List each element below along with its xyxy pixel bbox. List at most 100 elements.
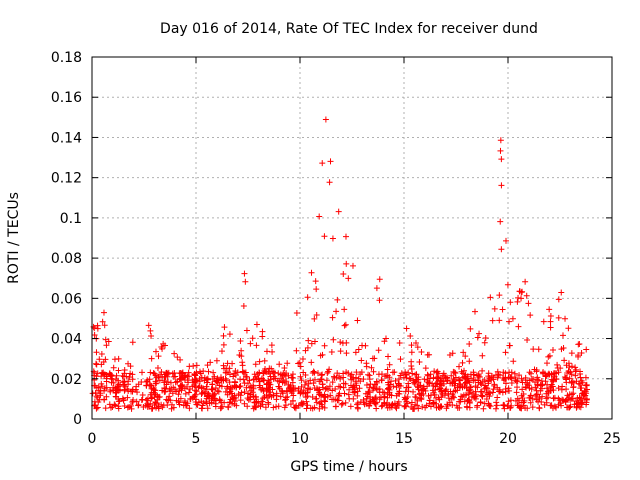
data-point	[124, 404, 131, 411]
data-point	[445, 395, 452, 402]
data-point	[337, 375, 344, 382]
data-point	[151, 387, 158, 394]
data-point	[418, 348, 425, 355]
data-point	[378, 377, 385, 384]
data-point	[574, 395, 581, 402]
data-point	[148, 382, 155, 389]
data-point	[204, 375, 211, 382]
data-point	[425, 372, 432, 379]
data-point	[300, 387, 307, 394]
data-point	[311, 338, 318, 345]
data-point	[467, 325, 474, 332]
data-point	[406, 375, 413, 382]
data-point	[439, 372, 446, 379]
data-point	[282, 397, 289, 404]
data-point	[520, 402, 527, 409]
data-point	[256, 378, 263, 385]
data-point	[514, 384, 521, 391]
data-point	[221, 324, 228, 331]
data-point	[451, 377, 458, 384]
data-point	[292, 405, 299, 412]
data-point	[566, 404, 573, 411]
data-point	[343, 339, 350, 346]
data-point	[139, 369, 146, 376]
data-point	[163, 381, 170, 388]
data-point	[461, 367, 468, 374]
data-point	[522, 278, 529, 285]
data-point	[169, 370, 176, 377]
data-point	[220, 341, 227, 348]
data-point	[478, 388, 485, 395]
data-point	[335, 208, 342, 215]
data-point	[311, 376, 318, 383]
data-point	[256, 358, 263, 365]
data-point	[193, 362, 200, 369]
data-point	[103, 342, 110, 349]
data-point	[535, 346, 542, 353]
data-point	[222, 375, 229, 382]
data-point	[94, 370, 101, 377]
data-point	[483, 389, 490, 396]
x-tick-label: 25	[603, 431, 621, 447]
data-point	[329, 314, 336, 321]
data-point	[499, 389, 506, 396]
data-point	[563, 374, 570, 381]
data-point	[93, 393, 100, 400]
data-point	[261, 357, 268, 364]
data-point	[412, 371, 419, 378]
data-point	[405, 384, 412, 391]
data-point	[246, 377, 253, 384]
data-point	[297, 363, 304, 370]
data-point	[342, 399, 349, 406]
data-point	[424, 378, 431, 385]
data-point	[487, 294, 494, 301]
data-point	[343, 369, 350, 376]
data-point	[466, 399, 473, 406]
data-point	[577, 374, 584, 381]
data-point	[148, 395, 155, 402]
data-point	[519, 386, 526, 393]
data-point	[275, 403, 282, 410]
data-point	[509, 315, 516, 322]
data-point	[393, 384, 400, 391]
data-point	[563, 396, 570, 403]
data-point	[386, 361, 393, 368]
data-point	[330, 336, 337, 343]
data-point	[462, 375, 469, 382]
data-point	[292, 384, 299, 391]
data-point	[422, 404, 429, 411]
data-point	[576, 403, 583, 410]
data-point	[446, 352, 453, 359]
data-point	[352, 349, 359, 356]
data-point	[373, 385, 380, 392]
data-point	[502, 388, 509, 395]
data-point	[408, 363, 415, 370]
data-point	[274, 377, 281, 384]
data-point	[562, 315, 569, 322]
data-point	[448, 395, 455, 402]
data-point	[152, 378, 159, 385]
data-point	[185, 379, 192, 386]
data-point	[260, 376, 267, 383]
data-point	[317, 352, 324, 359]
data-point	[238, 389, 245, 396]
data-point	[488, 377, 495, 384]
data-point	[460, 392, 467, 399]
data-point	[349, 262, 356, 269]
data-point	[251, 371, 258, 378]
data-point	[144, 377, 151, 384]
data-point	[504, 281, 511, 288]
data-point	[529, 395, 536, 402]
data-point	[555, 385, 562, 392]
data-point	[93, 373, 100, 380]
data-point	[193, 401, 200, 408]
data-point	[206, 395, 213, 402]
data-point	[490, 386, 497, 393]
data-point	[497, 147, 504, 154]
data-point	[357, 371, 364, 378]
data-point	[558, 346, 565, 353]
data-point	[369, 387, 376, 394]
data-point	[230, 373, 237, 380]
data-point	[482, 382, 489, 389]
data-point	[325, 368, 332, 375]
